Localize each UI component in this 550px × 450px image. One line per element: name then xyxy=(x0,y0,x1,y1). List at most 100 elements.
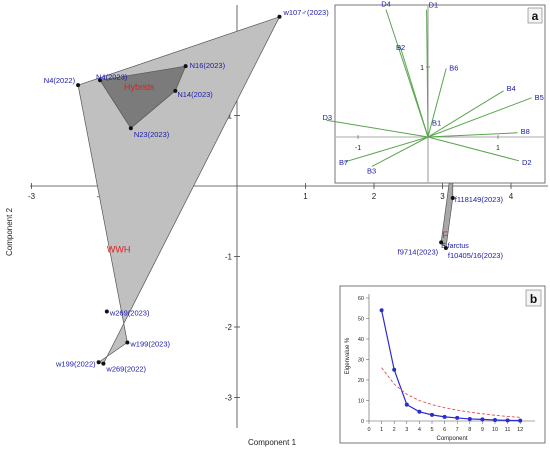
eigenvalue-point xyxy=(430,412,434,417)
eigenvalue-point xyxy=(455,415,460,420)
inset-b-x-tick-label: 2 xyxy=(393,427,396,433)
eigenvalue-point xyxy=(379,308,384,313)
inset-b-y-tick-label: 30 xyxy=(358,358,364,364)
loading-label: B2 xyxy=(396,43,405,52)
loadings-inset-frame xyxy=(334,4,546,184)
inset-b-x-tick-label: 9 xyxy=(481,427,484,433)
loading-vector xyxy=(427,136,520,162)
eigenvalue-point xyxy=(493,417,497,422)
data-point xyxy=(439,240,444,245)
x-tick-label: -3 xyxy=(28,192,36,201)
y-tick-label: -2 xyxy=(225,323,233,332)
data-point xyxy=(76,83,81,88)
point-label: N14(2023) xyxy=(177,90,213,99)
y-tick-label: -1 xyxy=(225,253,233,262)
loading-label: B7 xyxy=(339,158,348,167)
eigenvalue-line xyxy=(381,310,521,422)
inset-b-x-tick-label: 10 xyxy=(492,427,498,433)
data-point xyxy=(128,126,133,131)
point-label: f9714(2023) xyxy=(398,247,439,256)
point-label: N23(2023) xyxy=(134,130,170,139)
point-label: f10405/16(2023) xyxy=(448,251,504,260)
inset-a-x-tick-label: 1 xyxy=(496,145,500,152)
inset-b-y-tick-label: 50 xyxy=(358,317,364,323)
inset-b-y-tick-label: 60 xyxy=(358,296,364,302)
point-label: w107♂(2023) xyxy=(282,8,329,17)
inset-b-x-tick-label: 8 xyxy=(468,427,471,433)
point-label: N4(2022) xyxy=(44,76,76,85)
inset-b-y-tick-label: 40 xyxy=(358,337,364,343)
loading-vector xyxy=(371,136,429,167)
x-tick-label: 4 xyxy=(509,192,514,201)
point-label: w199(2022) xyxy=(55,359,96,368)
loading-label: B5 xyxy=(535,93,544,102)
loading-label: B6 xyxy=(449,63,458,72)
inset-a-x-tick-label: -1 xyxy=(355,145,361,152)
panel-b-label: b xyxy=(530,292,537,306)
broken-stick-line xyxy=(381,367,521,418)
data-point xyxy=(450,195,455,200)
point-label: w269(2023) xyxy=(109,308,150,317)
loading-vector xyxy=(426,9,429,138)
inset-b-x-tick-label: 1 xyxy=(380,427,383,433)
loading-vector xyxy=(427,68,447,138)
loading-vector xyxy=(326,119,429,138)
annotation-label: E.farctus xyxy=(441,243,469,250)
data-point xyxy=(277,14,282,19)
panel-b-label-box xyxy=(525,289,542,307)
inset-b-x-tick-label: 12 xyxy=(517,427,523,433)
panel-a-label: a xyxy=(532,9,539,23)
scree-inset-frame xyxy=(339,285,546,444)
inset-b-x-tick-label: 4 xyxy=(418,427,421,433)
eigenvalue-point xyxy=(442,414,447,419)
loading-label: B4 xyxy=(507,84,516,93)
data-point xyxy=(125,340,130,345)
group-label: F xyxy=(443,230,449,240)
inset-b-x-tick-label: 6 xyxy=(443,427,446,433)
panel-a-label-box xyxy=(527,7,543,24)
loading-label: B8 xyxy=(521,127,530,136)
loading-label: B3 xyxy=(367,166,376,175)
x-tick-label: 1 xyxy=(303,192,308,201)
data-point xyxy=(183,64,188,69)
inset-b-x-axis-label: Component xyxy=(436,436,467,442)
loading-label: B1 xyxy=(432,119,441,128)
loading-vector xyxy=(427,97,532,138)
eigenvalue-point xyxy=(505,418,510,423)
loading-vector xyxy=(427,132,518,138)
eigenvalue-point xyxy=(480,417,485,422)
inset-b-y-tick-label: 0 xyxy=(361,419,364,425)
inset-b-y-tick-label: 10 xyxy=(358,399,364,405)
y-tick-label: -3 xyxy=(225,394,233,403)
inset-b-x-tick-label: 0 xyxy=(367,427,370,433)
point-label: w199(2023) xyxy=(129,340,170,349)
loading-label: D1 xyxy=(429,1,439,10)
loading-label: D2 xyxy=(522,158,532,167)
eigenvalue-point xyxy=(404,402,409,407)
data-point xyxy=(101,361,106,366)
loading-vector xyxy=(399,45,429,138)
data-point xyxy=(173,88,178,93)
data-point xyxy=(443,246,448,251)
inset-b-y-tick-label: 20 xyxy=(358,378,364,384)
x-axis-label: Component 1 xyxy=(248,438,297,447)
y-axis-label: Component 2 xyxy=(5,207,14,256)
y-tick-label: 1 xyxy=(228,112,233,121)
inset-b-x-tick-label: 5 xyxy=(430,427,433,433)
inset-b-x-tick-label: 11 xyxy=(505,427,511,433)
group-label: Hybrids xyxy=(124,82,155,92)
inset-b-x-tick-label: 3 xyxy=(405,427,408,433)
eigenvalue-point xyxy=(417,409,422,414)
data-point xyxy=(96,360,101,365)
loading-vector xyxy=(427,90,504,138)
data-point xyxy=(104,309,109,314)
inset-b-x-tick-label: 7 xyxy=(456,427,459,433)
x-tick-label: 2 xyxy=(372,192,377,201)
group-label: WWH xyxy=(107,244,131,254)
point-label: f118149(2023) xyxy=(455,195,504,204)
eigenvalue-point xyxy=(392,367,397,372)
eigenvalue-point xyxy=(467,416,472,421)
eigenvalue-point xyxy=(518,418,523,423)
inset-a-y-tick-label: 1 xyxy=(420,65,424,72)
